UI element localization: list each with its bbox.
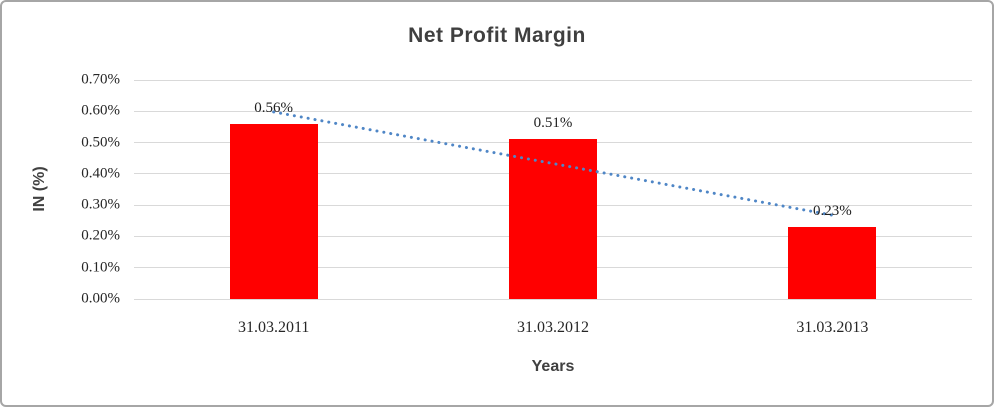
bar-31.03.2012 [509, 139, 597, 299]
y-tick-label: 0.70% [81, 71, 120, 88]
x-tick-label: 31.03.2012 [517, 319, 589, 336]
x-axis-title: Years [531, 358, 575, 375]
data-label: 0.51% [533, 115, 573, 132]
y-tick-label: 0.50% [81, 134, 120, 151]
gridline [134, 298, 972, 300]
y-tick-label: 0.40% [81, 165, 120, 182]
y-tick-label: 0.60% [81, 102, 120, 119]
x-tick-label: 31.03.2011 [237, 319, 310, 336]
bar-31.03.2013 [788, 227, 877, 299]
data-label: 0.23% [812, 203, 852, 220]
plot-area: 0.56% 0.51% 0.23% [134, 79, 972, 300]
bar-31.03.2011 [229, 123, 318, 299]
gridline [134, 110, 972, 112]
y-tick-label: 0.10% [81, 259, 120, 276]
x-tick-label: 31.03.2013 [796, 319, 869, 336]
y-tick-label: 0.20% [81, 227, 120, 244]
y-tick-label: 0.00% [81, 290, 120, 307]
y-tick-label: 0.30% [81, 196, 120, 213]
data-label: 0.56% [254, 99, 294, 116]
chart-title: Net Profit Margin [408, 24, 586, 47]
gridline [134, 79, 972, 81]
